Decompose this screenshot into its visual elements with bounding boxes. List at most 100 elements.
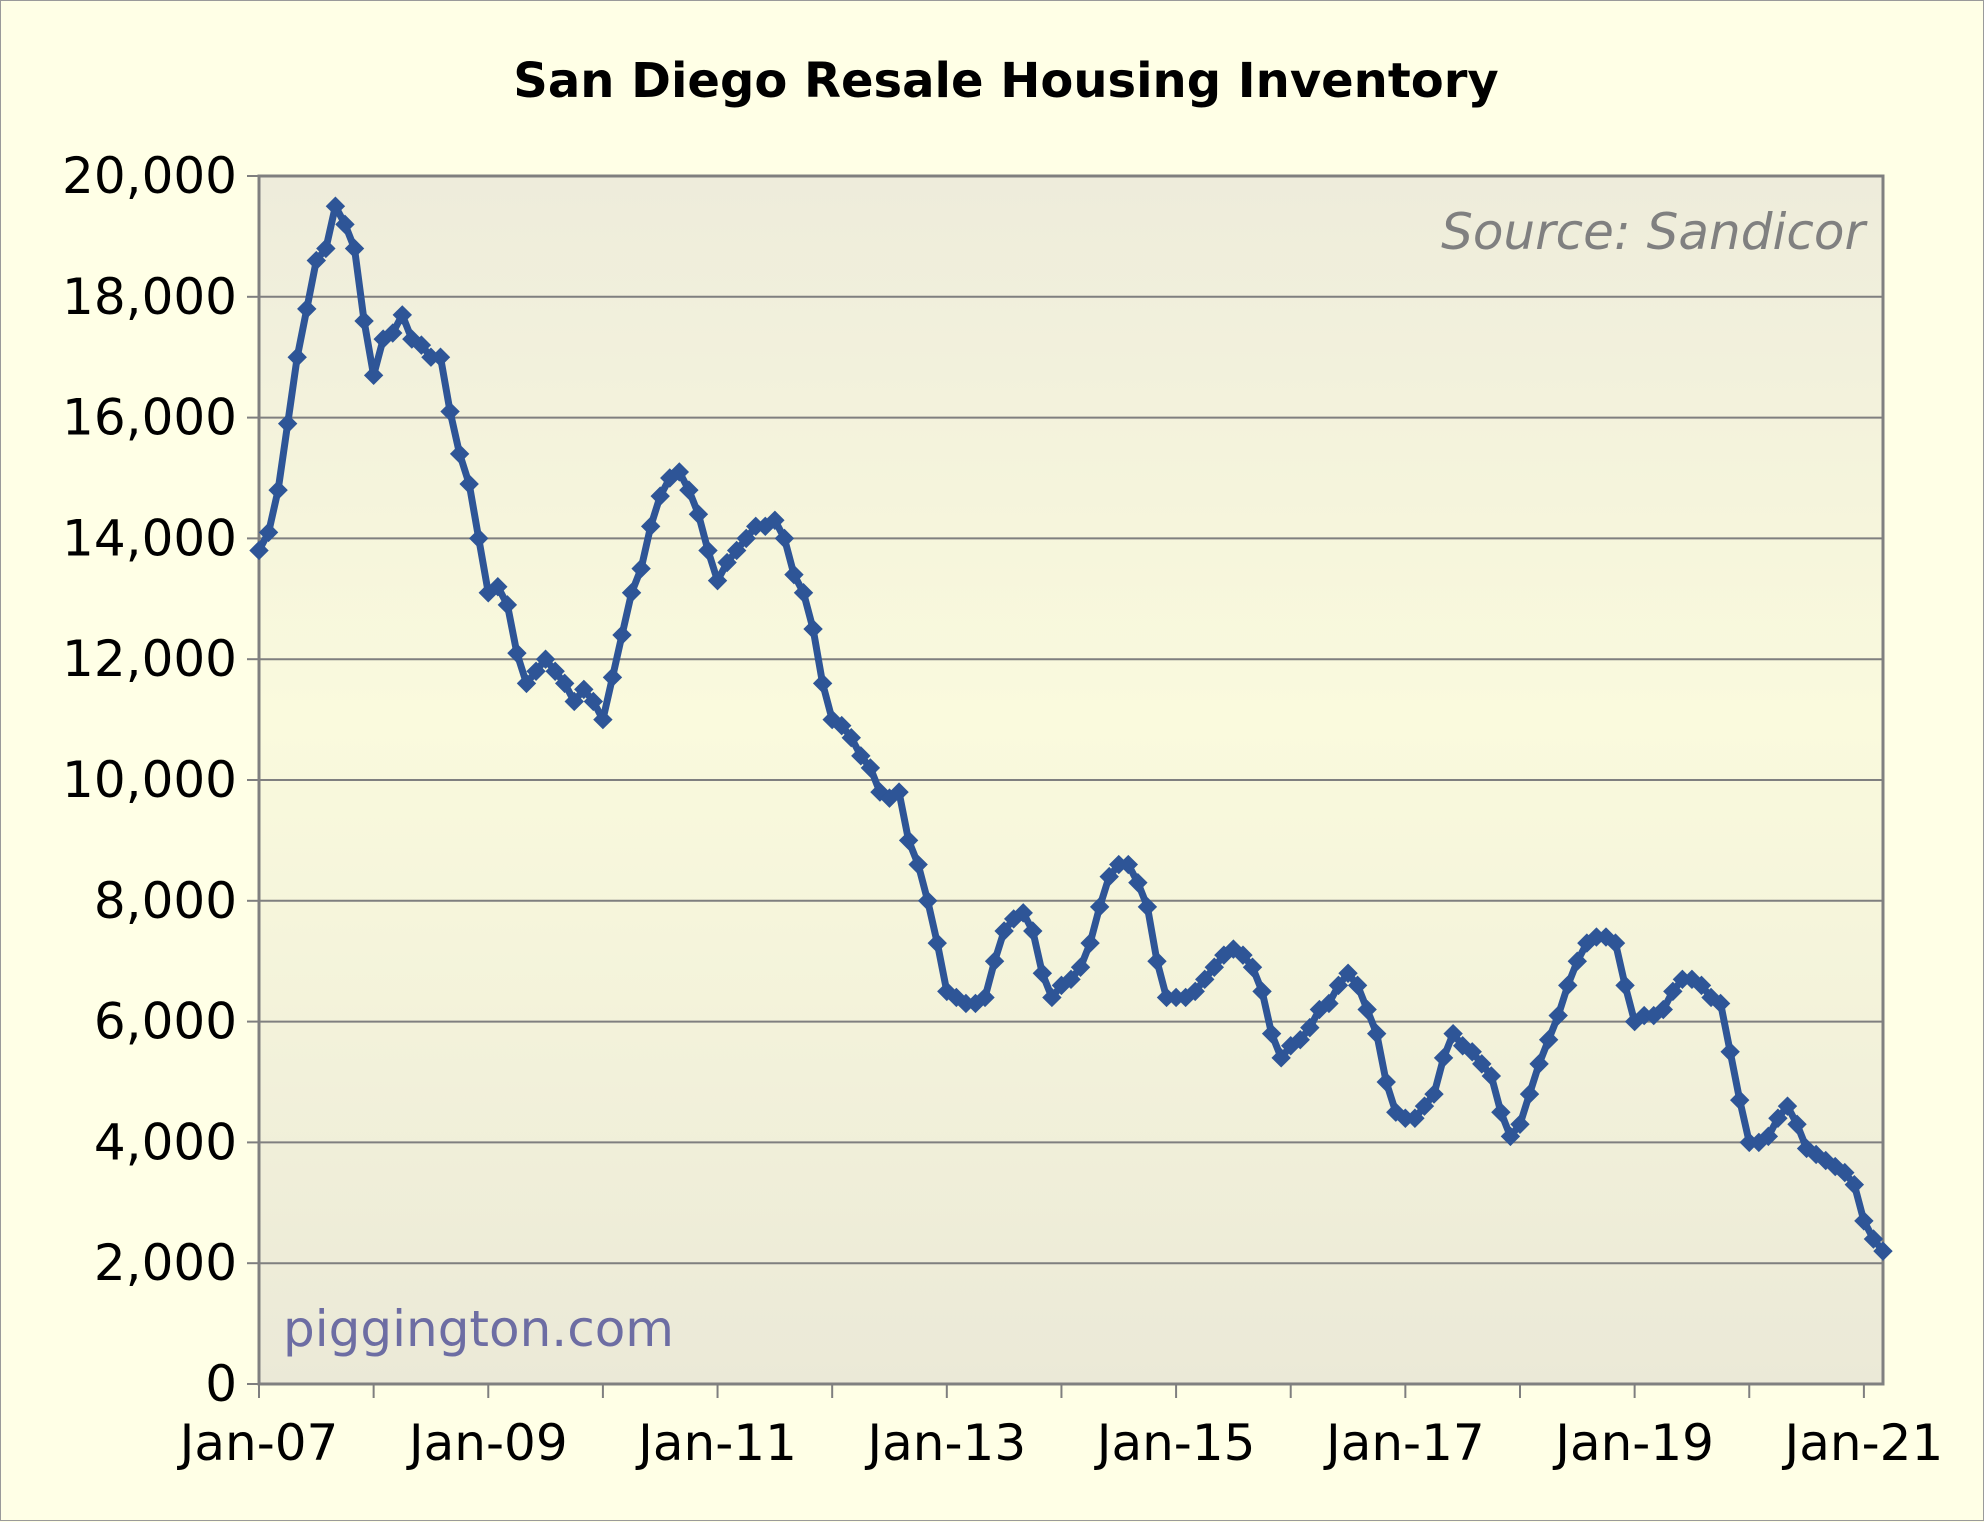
- data-point: [1548, 1005, 1568, 1026]
- data-point: [1777, 1096, 1798, 1116]
- data-point: [707, 570, 728, 591]
- data-point: [488, 577, 508, 597]
- data-point: [1347, 975, 1368, 996]
- data-point: [917, 891, 938, 911]
- data-point: [268, 480, 288, 500]
- data-point: [1147, 951, 1167, 971]
- data-point: [1252, 981, 1272, 1002]
- data-point: [1433, 1048, 1454, 1068]
- data-point: [1873, 1241, 1893, 1261]
- data-point: [1204, 957, 1225, 977]
- data-point: [898, 830, 919, 851]
- data-point: [593, 709, 613, 730]
- series-resale-inventory: [249, 196, 1893, 1261]
- data-point: [812, 673, 833, 694]
- data-point: [1844, 1174, 1865, 1195]
- data-point: [1376, 1072, 1396, 1092]
- data-point: [1720, 1042, 1740, 1062]
- x-tick-label: Jan-07: [177, 1414, 339, 1472]
- data-point: [803, 619, 823, 639]
- data-point: [1519, 1084, 1540, 1104]
- y-tick-label: 16,000: [62, 389, 237, 447]
- data-point: [363, 365, 384, 386]
- data-point: [1691, 975, 1712, 996]
- data-point: [698, 540, 718, 561]
- data-point: [908, 854, 928, 875]
- data-point: [1729, 1090, 1750, 1110]
- data-point: [602, 667, 623, 688]
- data-point: [860, 758, 881, 778]
- y-tick-label: 4,000: [94, 1113, 237, 1171]
- y-tick-label: 20,000: [62, 147, 237, 205]
- y-tick-label: 10,000: [62, 751, 237, 809]
- data-point: [784, 564, 804, 585]
- data-point: [526, 661, 546, 681]
- data-point: [297, 299, 317, 319]
- data-point: [1615, 975, 1635, 996]
- data-point: [1271, 1048, 1291, 1068]
- data-point: [383, 323, 403, 343]
- data-point: [1462, 1042, 1482, 1062]
- data-point: [1080, 933, 1100, 953]
- data-point: [669, 462, 690, 482]
- data-point: [1023, 921, 1043, 941]
- data-point: [793, 583, 814, 603]
- data-point: [1500, 1126, 1521, 1147]
- data-point: [612, 625, 632, 645]
- source-note: Source: Sandicor: [1441, 203, 1868, 261]
- data-point: [1405, 1108, 1425, 1128]
- data-point: [554, 673, 575, 694]
- data-point: [1042, 987, 1062, 1008]
- y-tick-label: 18,000: [62, 268, 237, 326]
- data-point: [1768, 1108, 1788, 1128]
- data-point: [411, 335, 432, 355]
- data-point: [1328, 975, 1349, 996]
- data-point: [469, 528, 489, 549]
- data-point: [574, 679, 594, 700]
- data-point: [650, 486, 670, 506]
- y-tick-label: 0: [205, 1355, 237, 1413]
- x-tick-label: Jan-17: [1323, 1414, 1485, 1472]
- data-point: [392, 305, 413, 325]
- watermark-text: piggington.com: [283, 1300, 674, 1358]
- data-point: [975, 987, 995, 1008]
- data-point: [851, 746, 871, 766]
- data-point: [1233, 945, 1253, 965]
- data-point: [287, 347, 307, 367]
- data-point: [1137, 897, 1158, 917]
- y-tick-label: 12,000: [62, 630, 237, 688]
- data-point: [1089, 897, 1110, 917]
- data-point: [497, 595, 518, 615]
- data-point: [1443, 1023, 1463, 1044]
- data-point: [306, 250, 327, 271]
- data-point: [249, 540, 269, 561]
- data-point: [1357, 999, 1377, 1020]
- data-point: [1366, 1023, 1387, 1044]
- data-point: [726, 540, 747, 561]
- x-tick-label: Jan-09: [406, 1414, 568, 1472]
- data-point: [354, 311, 374, 331]
- data-point: [545, 661, 565, 681]
- data-point: [1319, 993, 1339, 1014]
- data-point: [1710, 993, 1731, 1014]
- data-point: [1185, 981, 1205, 1002]
- y-tick-label: 14,000: [62, 509, 237, 567]
- data-point: [765, 510, 785, 530]
- x-tick-label: Jan-13: [864, 1414, 1026, 1472]
- data-point: [325, 196, 346, 216]
- data-point: [841, 728, 861, 748]
- x-tick-label: Jan-21: [1782, 1414, 1944, 1472]
- data-point: [774, 528, 795, 549]
- data-point: [1605, 933, 1626, 953]
- data-point: [1338, 963, 1358, 983]
- data-point: [1424, 1084, 1444, 1104]
- data-point: [679, 480, 699, 500]
- data-point: [564, 691, 584, 712]
- data-point: [258, 522, 279, 543]
- data-point: [516, 673, 537, 694]
- data-point: [1491, 1102, 1511, 1122]
- data-point: [994, 921, 1014, 941]
- data-point: [335, 214, 355, 235]
- data-point: [631, 558, 651, 579]
